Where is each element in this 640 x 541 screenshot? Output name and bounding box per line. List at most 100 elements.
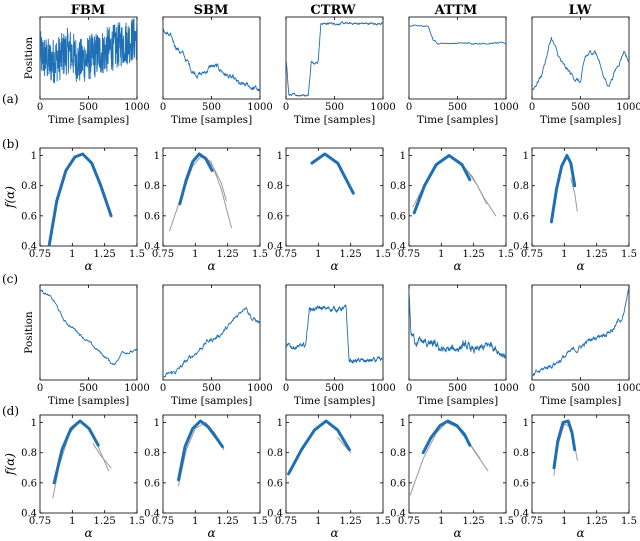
x-tick-label: 0.75 — [398, 249, 420, 260]
x-tick-label: 1.5 — [252, 516, 268, 527]
panel-b-2: 0.75 1 1.25 1.50.40.60.81α — [144, 147, 268, 273]
gray-fit-line — [92, 443, 112, 469]
series-line — [40, 18, 137, 84]
series-line — [412, 154, 472, 215]
axes-frame — [285, 284, 384, 381]
x-tick-label: 500 — [79, 102, 98, 113]
x-tick-label: 1.25 — [463, 516, 485, 527]
x-tick-label: 500 — [571, 102, 590, 113]
x-tick-label: 1 — [315, 516, 321, 527]
x-tick-label: 1000 — [616, 102, 640, 113]
axes-frame — [285, 147, 384, 247]
x-tick-label: 0 — [283, 102, 289, 113]
x-tick-label: 1.25 — [340, 516, 362, 527]
x-tick-label: 1 — [561, 516, 567, 527]
axes-frame — [162, 284, 261, 381]
x-axis-label: α — [84, 259, 92, 273]
x-tick-label: 0 — [283, 383, 289, 394]
y-tick-label: 0.4 — [21, 242, 37, 253]
x-axis-label: α — [453, 259, 461, 273]
y-tick-label: 1 — [154, 418, 160, 429]
axes-frame — [162, 16, 261, 100]
x-tick-label: 1000 — [493, 102, 518, 113]
gray-fit-line — [205, 156, 227, 202]
row-label-b: (b) — [2, 137, 19, 151]
y-axis-label: f(α) — [3, 453, 17, 476]
panel-d-3: 0.75 1 1.25 1.50.40.60.81α — [267, 414, 391, 540]
panel-d-4: 0.75 1 1.25 1.50.40.60.81α — [390, 414, 514, 540]
series-line — [286, 304, 383, 364]
x-tick-label: 1.5 — [375, 249, 391, 260]
x-tick-label: 500 — [325, 383, 344, 394]
series-line — [178, 152, 214, 206]
x-tick-label: 1 — [561, 249, 567, 260]
y-tick-label: 0.6 — [513, 478, 529, 489]
x-tick-label: 0 — [37, 102, 43, 113]
column-title-sbm: SBM — [194, 3, 229, 18]
y-axis-label: Position — [23, 37, 35, 80]
column-titles: FBM SBM CTRW ATTM LW — [71, 3, 592, 18]
x-axis-label: Time [samples] — [171, 114, 252, 126]
y-tick-label: 0.6 — [144, 211, 160, 222]
x-axis-label: α — [330, 259, 338, 273]
x-tick-label: 0 — [160, 102, 166, 113]
x-tick-label: 500 — [202, 102, 221, 113]
x-tick-label: 1.25 — [217, 516, 239, 527]
x-tick-label: 1000 — [247, 102, 272, 113]
x-tick-label: 1 — [69, 249, 75, 260]
x-tick-label: 1000 — [616, 383, 640, 394]
y-tick-label: 0.4 — [267, 242, 283, 253]
gray-fit-line — [453, 158, 488, 205]
y-tick-label: 0.8 — [513, 181, 529, 192]
x-tick-label: 500 — [448, 383, 467, 394]
gray-fit-line — [570, 177, 578, 212]
x-axis-label: Time [samples] — [294, 395, 375, 407]
y-tick-label: 1 — [31, 151, 37, 162]
y-tick-label: 0.4 — [390, 242, 406, 253]
gray-fit-line — [169, 155, 232, 232]
axes-frame — [39, 414, 138, 514]
panel-b-4: 0.75 1 1.25 1.50.40.60.81α — [390, 147, 514, 273]
series-line — [421, 419, 472, 455]
y-tick-label: 1 — [523, 151, 529, 162]
x-tick-label: 0 — [529, 102, 535, 113]
x-tick-label: 1.5 — [498, 249, 514, 260]
x-tick-label: 1000 — [124, 383, 149, 394]
y-axis-label: Position — [23, 311, 35, 354]
series-line — [552, 419, 577, 470]
series-line — [532, 36, 629, 91]
y-tick-label: 0.6 — [267, 211, 283, 222]
x-axis-label: Time [samples] — [294, 114, 375, 126]
x-axis-label: α — [330, 526, 338, 540]
y-tick-label: 0.8 — [144, 448, 160, 459]
y-tick-label: 0.6 — [513, 211, 529, 222]
x-axis-label: Time [samples] — [48, 395, 129, 407]
y-tick-label: 1 — [277, 151, 283, 162]
x-tick-label: 1 — [438, 249, 444, 260]
x-tick-label: 1.25 — [340, 249, 362, 260]
y-axis-label: f(α) — [3, 186, 17, 209]
x-axis-label: Time [samples] — [540, 114, 621, 126]
y-tick-label: 0.4 — [513, 242, 529, 253]
x-tick-label: 500 — [325, 102, 344, 113]
series-line — [47, 152, 113, 246]
panel-b-5: 0.75 1 1.25 1.50.40.60.81α — [513, 147, 637, 273]
x-tick-label: 0 — [37, 383, 43, 394]
axes-frame — [408, 16, 507, 100]
x-tick-label: 0 — [406, 102, 412, 113]
x-tick-label: 0.75 — [29, 516, 51, 527]
x-axis-label: α — [207, 259, 215, 273]
x-tick-label: 0 — [406, 383, 412, 394]
x-tick-label: 0.75 — [152, 249, 174, 260]
panel-b-3: 0.75 1 1.25 1.50.40.60.81α — [267, 147, 391, 273]
axes-frame — [285, 414, 384, 514]
x-tick-label: 1.5 — [252, 249, 268, 260]
